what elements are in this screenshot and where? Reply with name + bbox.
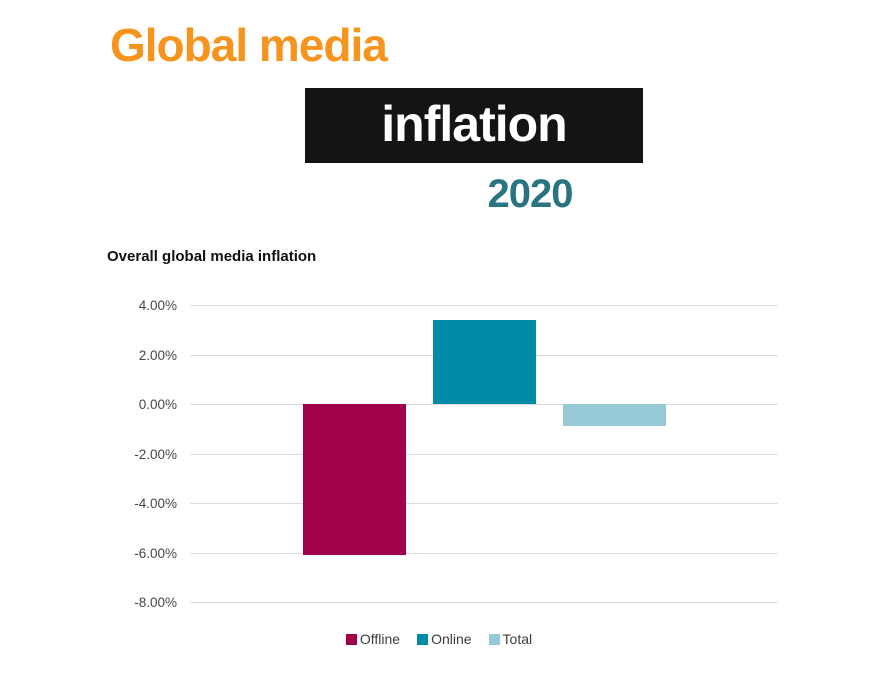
gridline [190, 453, 778, 455]
chart-legend: Offline Online Total [100, 632, 778, 646]
legend-label: Total [502, 631, 533, 647]
legend-swatch-total [488, 633, 500, 645]
legend-label: Online [431, 631, 472, 647]
y-axis-tick-label: 2.00% [138, 347, 177, 363]
report-title-year: 2020 [487, 172, 574, 216]
y-axis-tick-label: -8.00% [134, 595, 177, 610]
legend-item-total: Total [488, 631, 533, 647]
gridline [190, 305, 778, 306]
bar-offline [303, 404, 406, 555]
report-title-line1: Global media [110, 19, 388, 71]
report-title-line2: inflation [381, 95, 567, 152]
legend-swatch-offline [345, 633, 357, 645]
y-axis-tick-label: 4.00% [138, 298, 177, 313]
gridline [190, 404, 778, 405]
gridline [190, 503, 778, 504]
report-title-box: inflation [305, 88, 643, 163]
gridline [190, 552, 778, 554]
legend-swatch-online [417, 633, 429, 645]
bar-online [433, 319, 536, 404]
legend-item-offline: Offline [345, 631, 401, 647]
y-axis-tick-label: 0.00% [138, 397, 177, 412]
bar-total [563, 404, 666, 427]
legend-label: Offline [359, 631, 401, 647]
plot-area [190, 305, 778, 603]
y-axis-tick-label: -2.00% [134, 446, 177, 462]
y-axis-tick-label: -6.00% [134, 545, 177, 561]
y-axis-labels: 4.00% 2.00% 0.00% -2.00% -4.00% -6.00% -8.00% [95, 299, 183, 609]
chart-title: Overall global media inflation [107, 248, 317, 265]
legend-item-online: Online [417, 631, 472, 647]
y-axis-tick-label: -4.00% [134, 496, 177, 511]
gridline [190, 602, 778, 603]
